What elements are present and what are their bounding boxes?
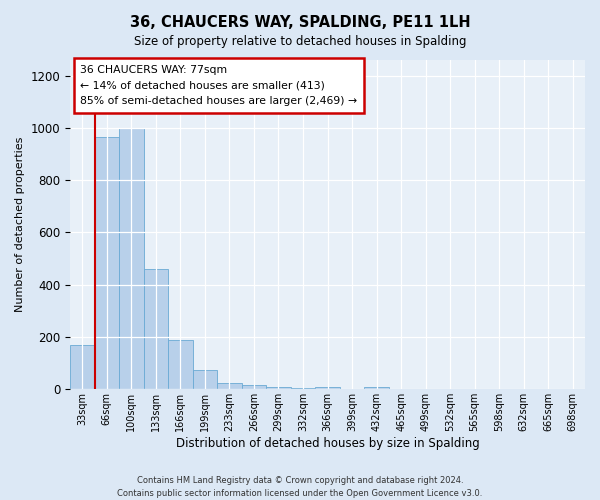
Bar (193, 370, 217, 390)
Bar (291, 388, 315, 390)
Bar (266, 386, 291, 390)
Bar (70, 345, 95, 390)
Text: 36 CHAUCERS WAY: 77sqm
← 14% of detached houses are smaller (413)
85% of semi-de: 36 CHAUCERS WAY: 77sqm ← 14% of detached… (80, 65, 358, 106)
Bar (217, 383, 242, 390)
Bar (364, 386, 389, 390)
Bar (143, 269, 168, 390)
Bar (315, 386, 340, 390)
Bar (168, 340, 193, 390)
X-axis label: Distribution of detached houses by size in Spalding: Distribution of detached houses by size … (176, 437, 479, 450)
Text: Contains HM Land Registry data © Crown copyright and database right 2024.
Contai: Contains HM Land Registry data © Crown c… (118, 476, 482, 498)
Text: 36, CHAUCERS WAY, SPALDING, PE11 1LH: 36, CHAUCERS WAY, SPALDING, PE11 1LH (130, 15, 470, 30)
Bar (119, 128, 143, 390)
Y-axis label: Number of detached properties: Number of detached properties (15, 137, 25, 312)
Bar (242, 386, 266, 390)
Text: Size of property relative to detached houses in Spalding: Size of property relative to detached ho… (134, 35, 466, 48)
Bar (95, 137, 119, 390)
